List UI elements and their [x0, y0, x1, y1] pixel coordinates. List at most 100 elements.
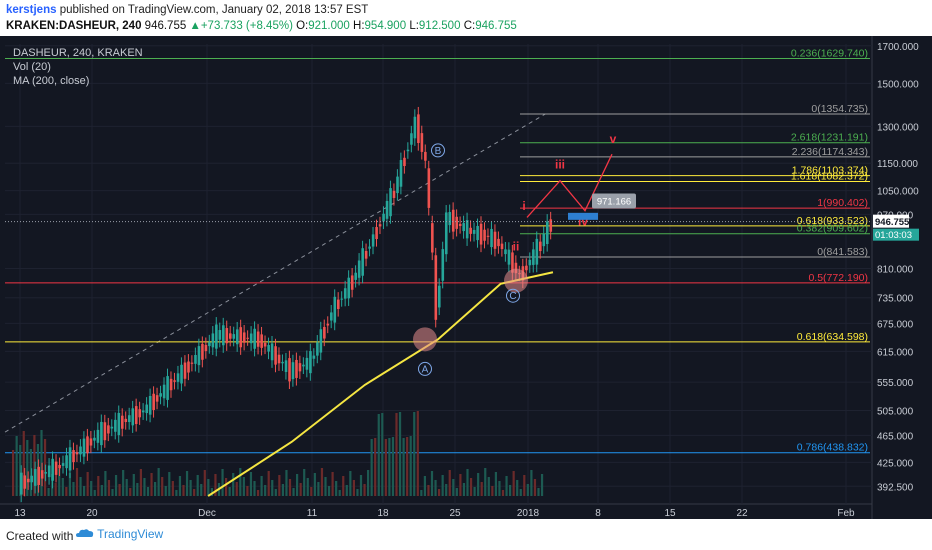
candle-body [357, 260, 361, 278]
volume-bar [136, 483, 139, 496]
volume-bar [146, 487, 150, 496]
volume-bar [171, 481, 174, 496]
wave-label-iv: iv [578, 214, 588, 228]
volume-bar [384, 439, 387, 496]
candle-body [173, 380, 176, 382]
wave-c-marker [504, 268, 528, 293]
volume-bar [228, 487, 231, 496]
volume-bar [427, 485, 430, 496]
volume-bar [540, 474, 544, 496]
legend-volume[interactable]: Vol (20) [13, 61, 51, 73]
volume-bar [118, 484, 121, 496]
candle-body [89, 438, 93, 446]
x-tick-label: 18 [377, 508, 389, 519]
candle-body [20, 472, 23, 495]
candle-body [514, 262, 518, 274]
price-change: ▲+73.733 (+8.45%) [189, 20, 293, 32]
candle-body [235, 329, 239, 345]
candle-body [79, 446, 82, 455]
volume-bar [381, 413, 384, 496]
volume-bar [185, 471, 189, 496]
volume-bar [423, 476, 426, 496]
volume-bar [26, 440, 29, 496]
legend-symbol[interactable]: DASHEUR, 240, KRAKEN [13, 47, 143, 59]
volume-bar [232, 473, 235, 496]
candle-body [26, 478, 30, 483]
chart-area[interactable]: 1700.000 1500.000 1300.000 1150.000 1050.000… [0, 36, 932, 519]
x-tick-label: Feb [837, 508, 855, 519]
candle-body [155, 395, 159, 402]
wave-label-v: v [610, 132, 617, 146]
volume-bar [196, 475, 199, 496]
candle-body [47, 465, 51, 478]
publish-header: kerstjens published on TradingView.com, … [0, 0, 932, 36]
candle-body [385, 200, 389, 219]
volume-bar [143, 478, 146, 496]
legend-ma[interactable]: MA (200, close) [13, 75, 90, 87]
volume-bar [441, 475, 444, 496]
volume-bar [29, 449, 32, 496]
volume-bar [249, 472, 253, 496]
target-callout-text: 971.166 [597, 196, 631, 207]
wave-label-b: B [435, 146, 442, 157]
candle-body [124, 418, 128, 423]
volume-bar [214, 474, 217, 496]
candle-body [114, 419, 117, 432]
y-tick-label: 555.000 [877, 378, 914, 389]
candle-body [431, 223, 434, 253]
publisher-username[interactable]: kerstjens [6, 4, 57, 16]
projection-path [526, 153, 613, 218]
volume-bar [509, 485, 512, 496]
volume-bar [434, 480, 437, 496]
volume-bar [494, 472, 497, 496]
tradingview-brand: TradingView [97, 527, 164, 541]
candle-body [542, 233, 546, 247]
candle-body [326, 323, 330, 326]
volume-bar [388, 438, 391, 496]
candle-body [340, 298, 344, 300]
fib-level-label: 0.618(933.523) [797, 215, 868, 227]
candle-body [420, 133, 424, 152]
candle-body [486, 235, 490, 237]
volume-bar [363, 484, 366, 496]
candle-body [61, 463, 65, 466]
volume-bar [487, 477, 490, 496]
y-tick-label: 1150.000 [877, 159, 918, 170]
candle-body [37, 466, 41, 485]
y-tick-label: 505.000 [877, 407, 914, 418]
candle-body [417, 114, 420, 144]
volume-bar [129, 488, 132, 496]
last-price-badge [873, 214, 909, 228]
fib-level-label: 1(990.402) [817, 197, 868, 209]
candle-body [218, 330, 222, 340]
candle-body [378, 224, 382, 227]
candle-body [350, 275, 354, 290]
candle-body [270, 343, 274, 361]
volume-bar [533, 479, 537, 496]
tradingview-logo[interactable]: TradingView [76, 527, 163, 541]
candle-body [305, 357, 309, 370]
candle-body [438, 285, 441, 308]
created-with-text: Created with [6, 529, 74, 543]
chart-legend: DASHEUR, 240, KRAKEN Vol (20) MA (200, c… [13, 46, 143, 88]
volume-bar [278, 475, 281, 496]
chart-svg[interactable]: 1700.000 1500.000 1300.000 1150.000 1050.000… [0, 36, 932, 519]
x-tick-label: 11 [307, 508, 318, 519]
candle-body [253, 328, 256, 349]
volume-bar [58, 469, 61, 496]
candle-body [396, 176, 399, 194]
volume-bar [246, 486, 249, 496]
wave-label-a: A [422, 364, 429, 375]
volume-bar [43, 439, 47, 496]
volume-bar [313, 473, 316, 496]
candle-body [263, 342, 267, 347]
candle-body [413, 116, 417, 139]
candle-body [291, 362, 295, 380]
candle-body [215, 324, 218, 349]
fib-level-label: 2.618(1231.191) [791, 132, 868, 144]
candle-body [441, 249, 445, 281]
wave-label-a-circle [418, 361, 432, 376]
candle-body [138, 409, 142, 418]
volume-bar [335, 481, 338, 496]
volume-bar [501, 490, 505, 496]
